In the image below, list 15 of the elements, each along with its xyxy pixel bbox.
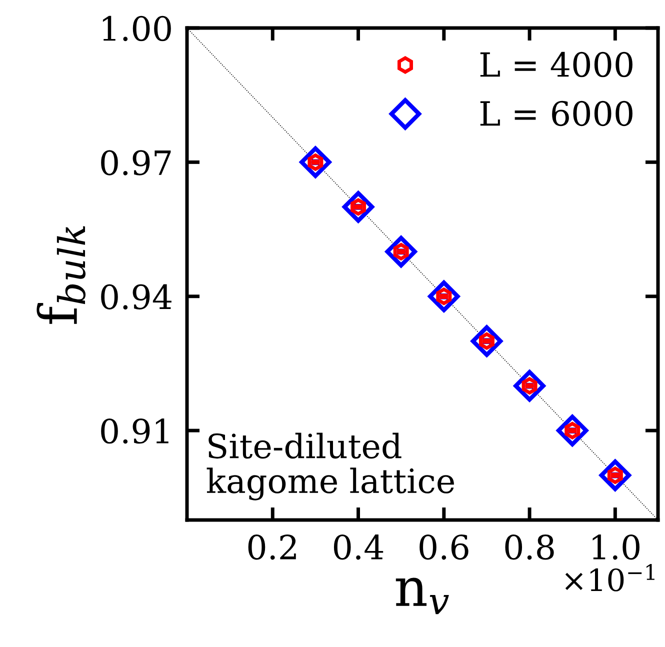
legend-label: L = 4000 — [480, 52, 632, 78]
annotation: Site-diluted kagome lattice — [206, 432, 454, 500]
x-tick-label: 0.8 — [505, 534, 554, 560]
y-tick-label: 0.91 — [101, 418, 168, 444]
x-tick-label: 0.6 — [420, 534, 468, 560]
x-axis-title: n$_{v}$ — [396, 578, 449, 614]
y-axis-title: f$_{bulk}$ — [36, 226, 86, 324]
x-tick-label: 0.4 — [334, 534, 384, 560]
x-tick-label: 1.0 — [592, 534, 640, 560]
x-tick-label: 0.2 — [248, 534, 296, 560]
text: ×10$^{−1}$ — [565, 564, 654, 592]
legend-label: L = 6000 — [480, 100, 632, 126]
y-tick-label: 0.94 — [101, 284, 172, 310]
y-tick-label: 0.97 — [101, 150, 171, 176]
y-tick-label: 1.00 — [102, 16, 171, 42]
